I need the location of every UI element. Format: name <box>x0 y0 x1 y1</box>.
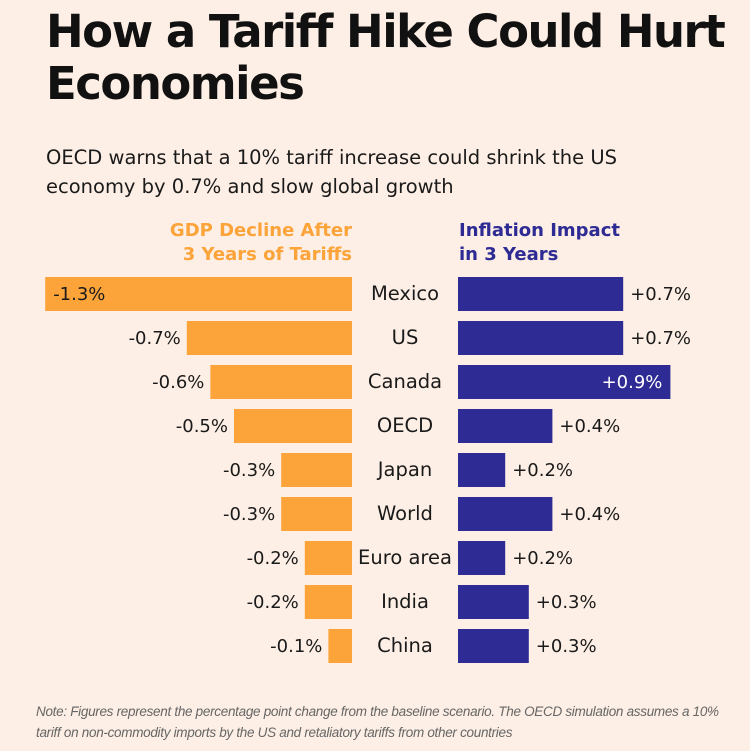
gdp-value-label: -0.1% <box>270 636 322 657</box>
footnote: Note: Figures represent the percentage p… <box>36 704 719 740</box>
category-label: India <box>381 590 429 613</box>
gdp-value-label: -0.3% <box>223 504 275 525</box>
gdp-bar <box>328 629 352 663</box>
gdp-value-label: -0.6% <box>152 372 204 393</box>
gdp-value-label: -0.3% <box>223 460 275 481</box>
gdp-bar <box>45 277 352 311</box>
inflation-bar <box>458 541 506 575</box>
inflation-bar <box>458 629 529 663</box>
gdp-bar <box>304 585 352 619</box>
category-label: OECD <box>377 414 433 437</box>
inflation-value-label: +0.4% <box>559 416 620 437</box>
inflation-bar <box>458 321 624 355</box>
inflation-value-label: +0.2% <box>512 548 573 569</box>
inflation-bar <box>458 409 553 443</box>
category-label: Canada <box>368 370 442 393</box>
inflation-bar <box>458 453 506 487</box>
gdp-bar <box>281 453 352 487</box>
inflation-value-label: +0.4% <box>559 504 620 525</box>
gdp-value-label: -1.3% <box>53 284 105 305</box>
gdp-value-label: -0.2% <box>247 592 299 613</box>
inflation-bar <box>458 585 529 619</box>
inflation-value-label: +0.2% <box>512 460 573 481</box>
gdp-value-label: -0.5% <box>176 416 228 437</box>
inflation-bar <box>458 277 624 311</box>
gdp-value-label: -0.7% <box>129 328 181 349</box>
inflation-value-label: +0.3% <box>536 636 597 657</box>
category-label: Euro area <box>358 546 452 569</box>
category-label: Japan <box>376 458 432 481</box>
category-label: World <box>377 502 433 525</box>
inflation-value-label: +0.7% <box>630 284 691 305</box>
inflation-bar <box>458 365 671 399</box>
gdp-series-header: GDP Decline After 3 Years of Tariffs <box>169 220 352 265</box>
inflation-bar <box>458 497 553 531</box>
chart-title: How a Tariff Hike Could Hurt Economies <box>46 5 726 110</box>
gdp-bar <box>186 321 352 355</box>
gdp-bar <box>304 541 352 575</box>
gdp-bar <box>281 497 352 531</box>
gdp-value-label: -0.2% <box>247 548 299 569</box>
gdp-bar <box>234 409 352 443</box>
category-label: China <box>377 634 433 657</box>
inflation-value-label: +0.3% <box>536 592 597 613</box>
gdp-bar <box>210 365 352 399</box>
inflation-value-label: +0.7% <box>630 328 691 349</box>
inflation-value-label: +0.9% <box>602 372 663 393</box>
category-label: US <box>392 326 419 349</box>
chart-subtitle: OECD warns that a 10% tariff increase co… <box>46 146 617 198</box>
inflation-series-header: Inflation Impact in 3 Years <box>459 220 620 265</box>
category-label: Mexico <box>371 282 439 305</box>
